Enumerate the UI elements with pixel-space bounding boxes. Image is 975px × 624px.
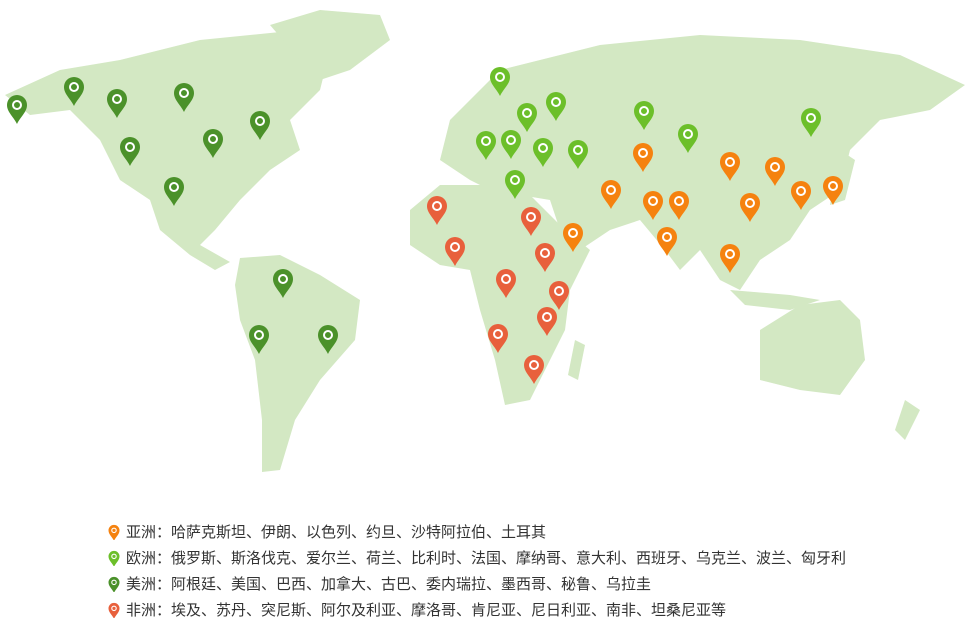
landmass-madagascar bbox=[568, 340, 585, 380]
map-pin-americas[interactable] bbox=[64, 77, 84, 106]
landmass-south-america bbox=[235, 255, 360, 472]
map-pin-americas[interactable] bbox=[107, 89, 127, 118]
map-pin-africa[interactable] bbox=[496, 269, 516, 298]
map-pin-americas[interactable] bbox=[203, 129, 223, 158]
map-pin-europe[interactable] bbox=[568, 140, 588, 169]
map-pin-africa[interactable] bbox=[537, 307, 557, 336]
map-pin-asia[interactable] bbox=[791, 181, 811, 210]
map-pin-americas[interactable] bbox=[7, 95, 27, 124]
landmass-greenland bbox=[270, 10, 390, 80]
map-pin-icon bbox=[108, 602, 120, 618]
map-pin-europe[interactable] bbox=[801, 108, 821, 137]
map-pin-americas[interactable] bbox=[164, 177, 184, 206]
legend-label: 美洲： bbox=[126, 574, 172, 593]
map-pin-asia[interactable] bbox=[720, 244, 740, 273]
map-pin-asia[interactable] bbox=[765, 157, 785, 186]
landmass-australia bbox=[760, 300, 865, 395]
legend-europe: 欧洲： 俄罗斯、斯洛伐克、爱尔兰、荷兰、比利时、法国、摩纳哥、意大利、西班牙、乌克… bbox=[108, 544, 846, 570]
map-pin-africa[interactable] bbox=[427, 196, 447, 225]
map-pin-asia[interactable] bbox=[601, 180, 621, 209]
legend-americas: 美洲： 阿根廷、美国、巴西、加拿大、古巴、委内瑞拉、墨西哥、秘鲁、乌拉圭 bbox=[108, 570, 846, 596]
map-pin-asia[interactable] bbox=[563, 223, 583, 252]
map-pin-europe[interactable] bbox=[533, 138, 553, 167]
legend-text: 阿根廷、美国、巴西、加拿大、古巴、委内瑞拉、墨西哥、秘鲁、乌拉圭 bbox=[171, 574, 652, 593]
map-pin-europe[interactable] bbox=[517, 103, 537, 132]
landmass-nz bbox=[895, 400, 920, 440]
map-pin-europe[interactable] bbox=[490, 67, 510, 96]
map-pin-africa[interactable] bbox=[488, 324, 508, 353]
landmass-north-america bbox=[5, 30, 330, 270]
legend-label: 亚洲： bbox=[126, 522, 172, 541]
continents bbox=[5, 10, 965, 472]
map-pin-americas[interactable] bbox=[120, 137, 140, 166]
map-pin-europe[interactable] bbox=[505, 170, 525, 199]
legend: 亚洲： 哈萨克斯坦、伊朗、以色列、约旦、沙特阿拉伯、土耳其 欧洲： 俄罗斯、斯洛伐克… bbox=[108, 518, 846, 622]
legend-text: 埃及、苏丹、突尼斯、阿尔及利亚、摩洛哥、肯尼亚、尼日利亚、南非、坦桑尼亚等 bbox=[171, 600, 727, 619]
map-pin-asia[interactable] bbox=[633, 143, 653, 172]
map-pin-icon bbox=[108, 524, 120, 540]
world-map bbox=[5, 10, 965, 472]
map-pin-europe[interactable] bbox=[546, 92, 566, 121]
landmass-indonesia bbox=[730, 290, 820, 310]
map-pin-europe[interactable] bbox=[678, 124, 698, 153]
map-pin-asia[interactable] bbox=[823, 176, 843, 205]
map-pin-africa[interactable] bbox=[524, 355, 544, 384]
map-pin-asia[interactable] bbox=[657, 227, 677, 256]
map-pin-americas[interactable] bbox=[318, 324, 339, 354]
map-pin-asia[interactable] bbox=[740, 193, 760, 222]
legend-label: 欧洲： bbox=[126, 548, 172, 567]
map-pin-americas[interactable] bbox=[273, 269, 293, 298]
map-pin-europe[interactable] bbox=[634, 101, 654, 130]
map-pin-americas[interactable] bbox=[174, 83, 194, 112]
map-pin-icon bbox=[108, 576, 120, 592]
map-pin-africa[interactable] bbox=[535, 243, 555, 272]
map-pin-europe[interactable] bbox=[501, 130, 521, 159]
legend-africa: 非洲： 埃及、苏丹、突尼斯、阿尔及利亚、摩洛哥、肯尼亚、尼日利亚、南非、坦桑尼亚等 bbox=[108, 596, 846, 622]
map-pin-americas[interactable] bbox=[249, 325, 269, 354]
map-pin-asia[interactable] bbox=[643, 191, 663, 220]
map-pin-asia[interactable] bbox=[669, 191, 689, 220]
map-pin-icon bbox=[108, 550, 120, 566]
map-pin-europe[interactable] bbox=[476, 131, 496, 160]
legend-text: 哈萨克斯坦、伊朗、以色列、约旦、沙特阿拉伯、土耳其 bbox=[171, 522, 547, 541]
map-pin-americas[interactable] bbox=[250, 111, 270, 140]
legend-label: 非洲： bbox=[126, 600, 172, 619]
map-pin-africa[interactable] bbox=[549, 281, 569, 310]
map-pin-asia[interactable] bbox=[720, 152, 740, 181]
map-pin-africa[interactable] bbox=[521, 207, 541, 236]
legend-text: 俄罗斯、斯洛伐克、爱尔兰、荷兰、比利时、法国、摩纳哥、意大利、西班牙、乌克兰、波… bbox=[171, 548, 847, 567]
map-pin-africa[interactable] bbox=[445, 237, 465, 266]
legend-asia: 亚洲： 哈萨克斯坦、伊朗、以色列、约旦、沙特阿拉伯、土耳其 bbox=[108, 518, 846, 544]
map-pins bbox=[7, 67, 843, 384]
